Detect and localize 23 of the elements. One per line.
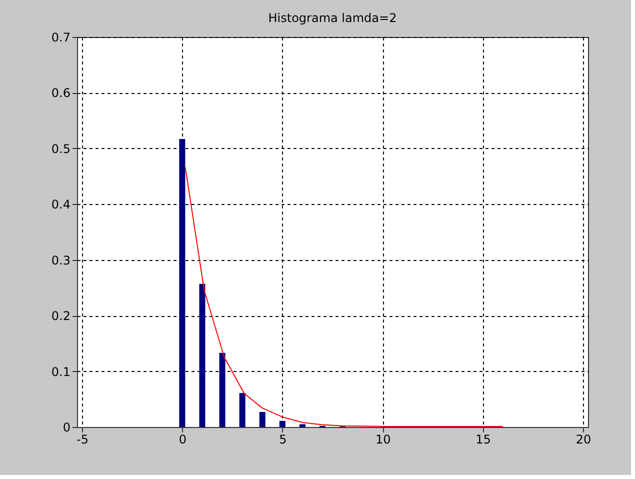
y-tick-label: 0 <box>62 420 70 434</box>
x-tick-label: 0 <box>178 432 187 446</box>
bar <box>279 420 286 427</box>
x-tick-label: 5 <box>279 432 287 446</box>
y-tick-label: 0.5 <box>51 142 70 156</box>
bar <box>199 284 206 427</box>
line-series <box>184 166 504 427</box>
y-tick-label: 0.7 <box>51 30 70 44</box>
y-tick-label: 0.2 <box>51 309 70 324</box>
x-tick-label: 20 <box>576 432 592 446</box>
x-tick-label: 10 <box>375 432 391 446</box>
y-tick-label: 0.3 <box>51 253 70 268</box>
y-tick-label: 0.4 <box>51 198 70 212</box>
bar <box>299 424 306 427</box>
x-tick-label: -5 <box>76 432 88 446</box>
bar <box>219 352 226 427</box>
chart-title: Histograma lamda=2 <box>268 11 397 25</box>
x-tick-label: 15 <box>476 432 491 446</box>
bar <box>179 138 186 427</box>
bar <box>259 412 266 427</box>
y-tick-label: 0.6 <box>51 86 70 100</box>
y-tick-label: 0.1 <box>51 364 70 379</box>
bar <box>239 393 246 427</box>
